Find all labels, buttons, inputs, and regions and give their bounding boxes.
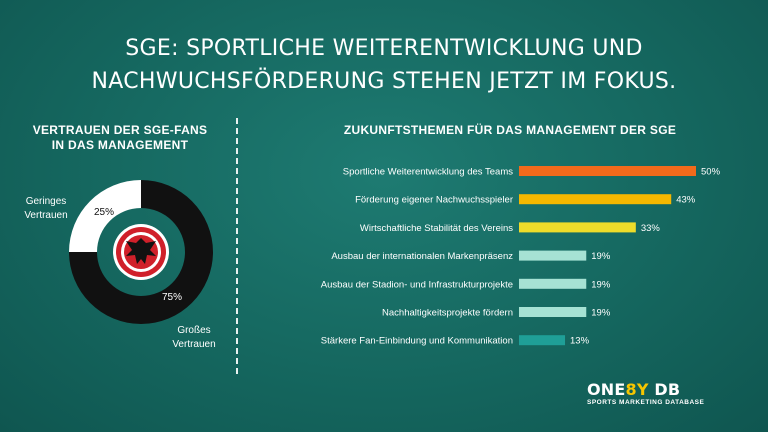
section-divider <box>236 118 238 374</box>
bar-value-label-2: 43% <box>676 195 696 206</box>
bar-chart-title: ZUKUNFTSTHEMEN FÜR DAS MANAGEMENT DER SG… <box>343 123 677 137</box>
donut-category-label-1a: Geringes <box>26 196 67 207</box>
donut-category-label-2b: Vertrauen <box>172 339 215 350</box>
donut-title-line-1: VERTRAUEN DER SGE-FANS <box>32 123 208 137</box>
eintracht-badge-icon <box>113 224 169 280</box>
title-line-1: SGE: SPORTLICHE WEITERENTWICKLUNG UND <box>125 36 643 61</box>
bar-chart: Sportliche Weiterentwicklung des Teams 50… <box>321 166 721 347</box>
bar-value-label-1: 50% <box>701 167 721 178</box>
bar-category-label-5: Ausbau der Stadion- und Infrastrukturpro… <box>321 279 513 290</box>
bar-2 <box>519 194 672 205</box>
donut-title-line-2: IN DAS MANAGEMENT <box>51 138 189 152</box>
bar-4 <box>519 250 587 261</box>
page-title: SGE: SPORTLICHE WEITERENTWICKLUNG UND NA… <box>0 32 768 98</box>
bar-category-label-3: Wirtschaftliche Stabilität des Vereins <box>360 223 513 234</box>
donut-value-label-1: 25% <box>94 207 114 218</box>
logo-wordmark: ONE8Y DB <box>587 381 717 398</box>
one8y-db-logo: ONE8Y DB SPORTS MARKETING DATABASE <box>587 381 717 406</box>
bar-category-label-2: Förderung eigener Nachwuchsspieler <box>355 195 513 206</box>
bar-value-label-7: 13% <box>570 336 590 347</box>
bar-5 <box>519 278 587 289</box>
donut-slice-2 <box>69 180 213 324</box>
bar-category-label-7: Stärkere Fan-Einbindung und Kommunikatio… <box>321 336 513 347</box>
logo-text-db: DB <box>648 380 681 399</box>
donut-slice-1 <box>69 180 141 252</box>
donut-chart: 25% 75% Geringes Vertrauen Großes Vertrauen <box>24 180 216 350</box>
donut-chart-title: VERTRAUEN DER SGE-FANS IN DAS MANAGEMENT <box>20 123 220 153</box>
bar-1 <box>519 166 696 176</box>
bar-category-label-4: Ausbau der internationalen Markenpräsenz <box>331 251 513 262</box>
bar-value-label-5: 19% <box>591 279 611 290</box>
bar-value-label-3: 33% <box>641 223 661 234</box>
donut-value-label-2: 75% <box>162 292 182 303</box>
title-line-2: NACHWUCHSFÖRDERUNG STEHEN JETZT IM FOKUS… <box>91 69 677 94</box>
logo-subtitle: SPORTS MARKETING DATABASE <box>587 399 705 406</box>
bar-category-label-6: Nachhaltigkeitsprojekte fördern <box>382 308 513 319</box>
logo-text-one: ONE <box>587 380 626 399</box>
donut-category-label-1b: Vertrauen <box>24 210 67 221</box>
logo-text-8y: 8Y <box>625 380 649 399</box>
bar-category-label-1: Sportliche Weiterentwicklung des Teams <box>343 167 513 178</box>
donut-category-label-2a: Großes <box>177 325 210 336</box>
bar-7 <box>519 335 566 346</box>
bar-6 <box>519 307 587 317</box>
bar-value-label-6: 19% <box>591 308 611 319</box>
bar-value-label-4: 19% <box>591 251 611 262</box>
bar-3 <box>519 222 636 233</box>
